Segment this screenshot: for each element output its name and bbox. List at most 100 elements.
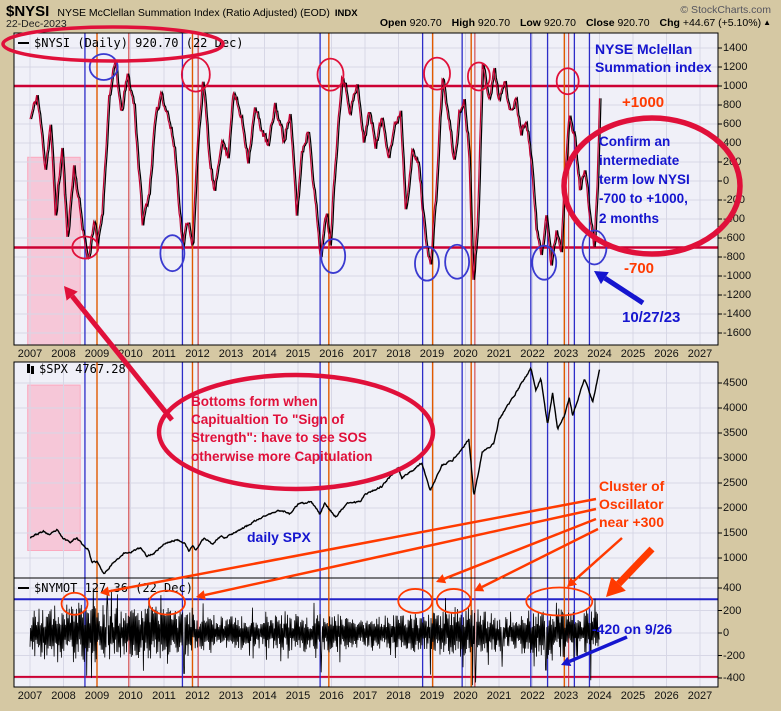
annotation-plus-1000: +1000 bbox=[622, 94, 665, 111]
low-label: Low bbox=[519, 17, 541, 29]
axis-tick-label: 0 bbox=[723, 175, 730, 187]
axis-tick-label: 2016 bbox=[319, 690, 344, 702]
open-value: 920.70 bbox=[409, 17, 442, 29]
axis-tick-label: 400 bbox=[723, 582, 742, 594]
close-label: Close bbox=[585, 17, 615, 29]
axis-tick-label: 2017 bbox=[352, 348, 378, 360]
spx-legend-value: 4767.28 bbox=[75, 362, 126, 376]
axis-tick-label: 2025 bbox=[620, 690, 646, 702]
axis-tick-label: 2024 bbox=[587, 690, 612, 702]
low-value: 920.70 bbox=[543, 17, 577, 29]
axis-tick-label: 2015 bbox=[285, 690, 311, 702]
axis-tick-label: 2021 bbox=[486, 690, 512, 702]
axis-tick-label: -800 bbox=[723, 251, 746, 263]
panel-nysi bbox=[14, 33, 722, 346]
axis-tick-label: 2027 bbox=[687, 690, 713, 702]
axis-tick-label: 2015 bbox=[285, 348, 311, 360]
ticker-symbol: $NYSI bbox=[6, 3, 50, 20]
axis-tick-label: 2012 bbox=[185, 348, 210, 360]
axis-tick-label: 2021 bbox=[486, 348, 512, 360]
annotation-osc-low: -420 on 9/26 bbox=[592, 621, 673, 637]
chart-header: $NYSI NYSE McClellan Summation Index (Rat… bbox=[6, 3, 358, 21]
axis-tick-label: -600 bbox=[723, 232, 746, 244]
axis-tick-label: 2500 bbox=[723, 477, 748, 489]
nysi-legend: $NYSI (Daily) 920.70 (22 Dec) bbox=[18, 36, 244, 50]
axis-tick-label: 0 bbox=[723, 627, 730, 639]
axis-tick-label: 2014 bbox=[252, 690, 277, 702]
axis-tick-label: 2014 bbox=[252, 348, 277, 360]
axis-tick-label: 2011 bbox=[152, 690, 176, 702]
axis-tick-label: 2009 bbox=[84, 348, 110, 360]
open-label: Open bbox=[379, 17, 407, 29]
annotation-low-date: 10/27/23 bbox=[622, 309, 681, 326]
axis-tick-label: 2025 bbox=[620, 348, 646, 360]
axis-tick-label: 2009 bbox=[84, 690, 110, 702]
axis-tick-label: 4000 bbox=[723, 402, 748, 414]
axis-tick-label: 2023 bbox=[553, 348, 579, 360]
nymot-line-swatch bbox=[18, 587, 29, 589]
axis-tick-label: 2012 bbox=[185, 690, 210, 702]
axis-tick-label: 400 bbox=[723, 137, 742, 149]
quote-strip: Open 920.70 High 920.70 Low 920.70 Close… bbox=[373, 17, 771, 29]
axis-tick-label: 600 bbox=[723, 118, 742, 130]
axis-tick-label: 2010 bbox=[118, 690, 143, 702]
close-value: 920.70 bbox=[617, 17, 650, 29]
axis-tick-label: 1500 bbox=[723, 527, 748, 539]
axis-tick-label: -1600 bbox=[723, 327, 752, 339]
axis-tick-label: 1400 bbox=[723, 42, 748, 54]
ticker-exchange: INDX bbox=[334, 8, 358, 19]
axis-tick-label: 3000 bbox=[723, 452, 748, 464]
spx-legend: $SPX 4767.28 bbox=[26, 362, 126, 376]
axis-tick-label: 2013 bbox=[218, 690, 244, 702]
nysi-legend-label: $NYSI (Daily) 920.70 (22 Dec) bbox=[34, 36, 244, 50]
axis-tick-label: 2026 bbox=[654, 348, 679, 360]
axis-tick-label: 3500 bbox=[723, 427, 748, 439]
axis-tick-label: -200 bbox=[723, 649, 746, 662]
axis-tick-label: -1200 bbox=[723, 289, 752, 301]
axis-tick-label: 2017 bbox=[352, 690, 378, 702]
annotation-cluster: Cluster of Oscillator near +300 bbox=[599, 478, 665, 531]
axis-tick-label: 2023 bbox=[553, 690, 579, 702]
axis-tick-label: -1000 bbox=[723, 270, 752, 282]
axis-tick-label: 2020 bbox=[453, 690, 478, 702]
axis-tick-label: 800 bbox=[723, 99, 742, 111]
spx-legend-symbol: $SPX bbox=[39, 362, 68, 376]
axis-tick-label: 1000 bbox=[723, 552, 748, 564]
annotation-confirm-low: Confirm an intermediate term low NYSI -7… bbox=[599, 134, 690, 226]
axis-tick-label: 2020 bbox=[453, 348, 478, 360]
nysi-line-swatch bbox=[18, 42, 29, 44]
axis-tick-label: 2007 bbox=[17, 690, 43, 702]
axis-tick-label: 2011 bbox=[152, 348, 176, 360]
stockcharts-credit: © StockCharts.com bbox=[680, 4, 771, 16]
ticker-name: NYSE McClellan Summation Index (Ratio Ad… bbox=[57, 7, 330, 19]
axis-tick-label: 2008 bbox=[51, 348, 76, 360]
high-value: 920.70 bbox=[477, 17, 511, 29]
axis-tick-label: 4500 bbox=[723, 377, 748, 389]
annotation-index-title: NYSE Mclellan Summation index bbox=[595, 41, 712, 76]
high-label: High bbox=[451, 17, 475, 29]
annotation-bottoms-form: Bottoms form when Capitualtion To "Sign … bbox=[191, 394, 373, 464]
axis-tick-label: 2008 bbox=[51, 690, 76, 702]
axis-tick-label: 2024 bbox=[587, 348, 612, 360]
axis-tick-label: 2007 bbox=[17, 348, 43, 360]
axis-tick-label: 2022 bbox=[520, 348, 545, 360]
nymot-legend-label: $NYMOT 127.36 (22 Dec) bbox=[34, 581, 193, 595]
axis-tick-label: 2016 bbox=[319, 348, 344, 360]
axis-tick-label: 1000 bbox=[723, 80, 748, 92]
up-arrow-icon: ▲ bbox=[763, 18, 771, 27]
quote-date: 22-Dec-2023 bbox=[6, 18, 67, 30]
axis-tick-label: -400 bbox=[723, 672, 746, 684]
axis-tick-label: 1200 bbox=[723, 61, 748, 73]
axis-tick-label: 2026 bbox=[654, 690, 679, 702]
axis-tick-label: 2013 bbox=[218, 348, 244, 360]
axis-tick-label: 200 bbox=[723, 604, 742, 617]
chg-value: +44.67 (+5.10%) bbox=[682, 17, 762, 29]
axis-tick-label: 2019 bbox=[419, 348, 445, 360]
axis-tick-label: 2022 bbox=[520, 690, 545, 702]
chg-label: Chg bbox=[659, 17, 680, 29]
axis-tick-label: 2019 bbox=[419, 690, 445, 702]
annotation-daily-spx: daily SPX bbox=[247, 529, 311, 545]
nymot-legend: $NYMOT 127.36 (22 Dec) bbox=[18, 581, 193, 595]
